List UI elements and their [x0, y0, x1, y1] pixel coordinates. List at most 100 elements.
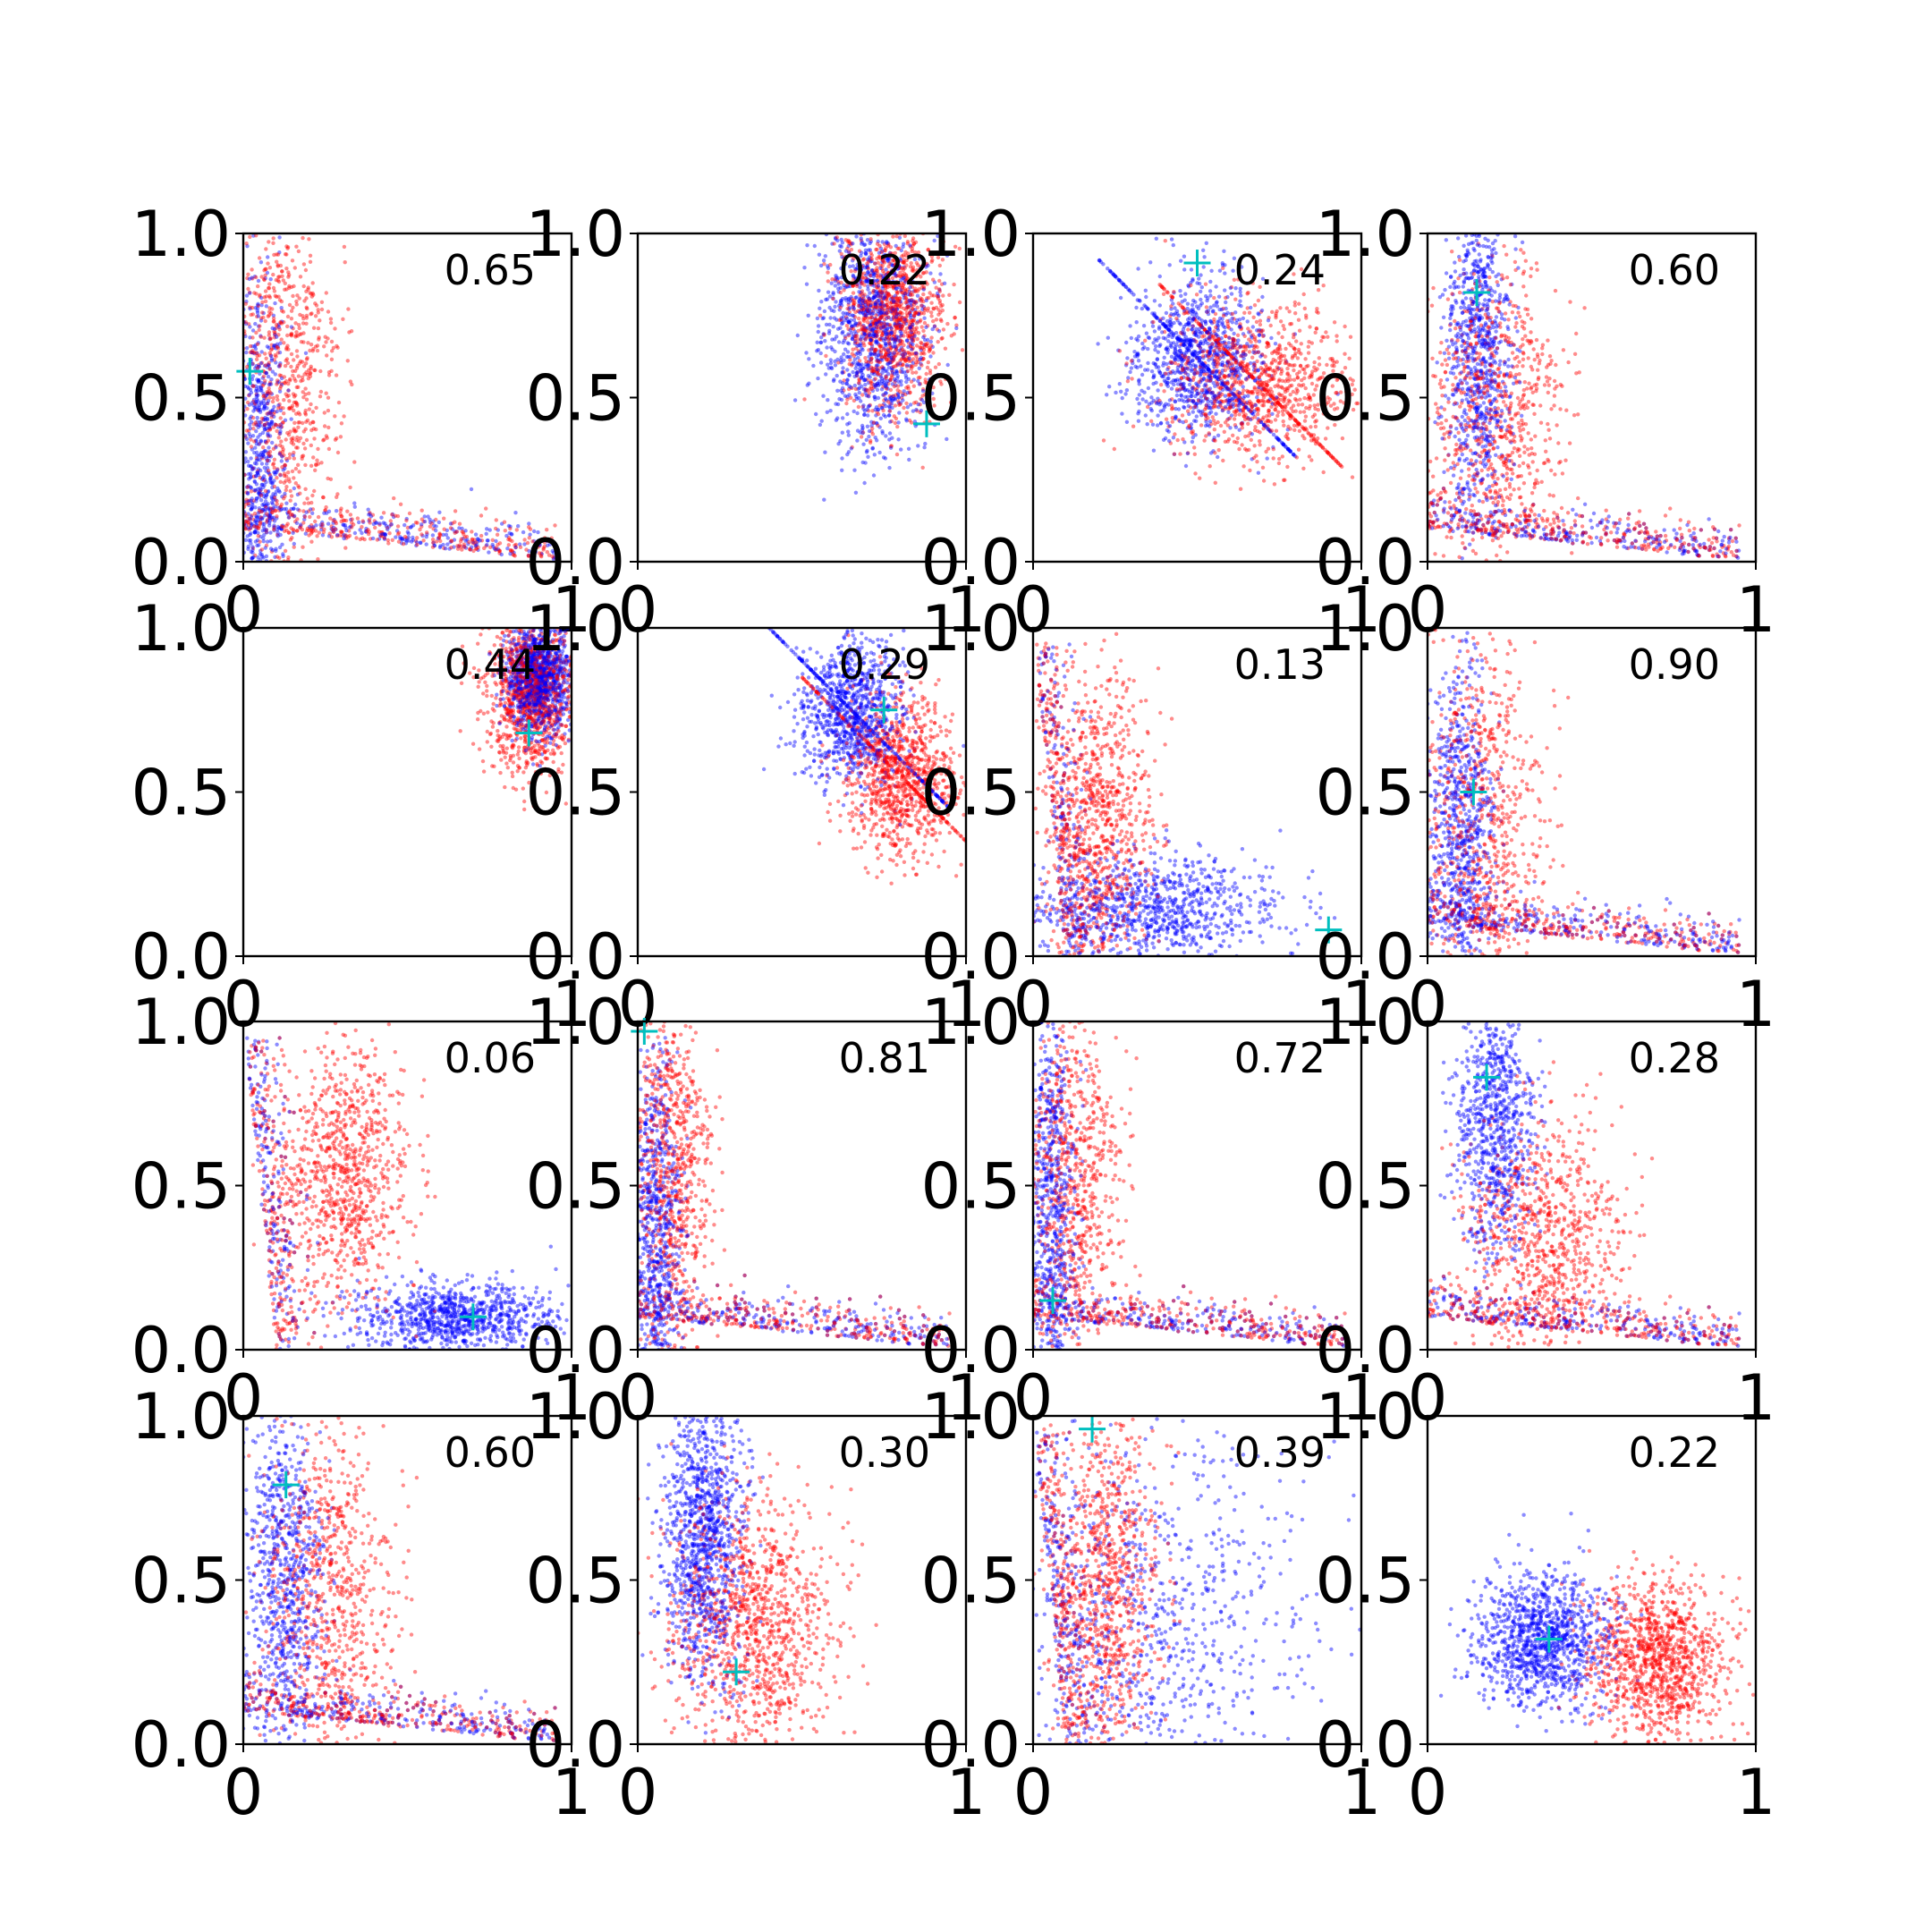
- point-series-a: [863, 250, 868, 256]
- point-series-b: [875, 359, 879, 363]
- point-series-b: [850, 280, 854, 284]
- point-series-a: [256, 399, 260, 403]
- point-series-a: [253, 346, 258, 352]
- point-series-b: [1249, 437, 1254, 442]
- point-series-b: [284, 523, 289, 528]
- point-series-a: [476, 537, 480, 542]
- point-series-a: [845, 311, 850, 316]
- point-series-b: [897, 342, 902, 346]
- point-series-a: [857, 299, 861, 303]
- point-series-b: [889, 326, 894, 331]
- point-series-b: [282, 525, 286, 530]
- point-series-b: [468, 547, 472, 552]
- point-series-b: [878, 263, 883, 268]
- point-series-b: [302, 372, 307, 377]
- point-series-b: [272, 252, 276, 258]
- point-series-b: [887, 332, 892, 336]
- point-series-b: [323, 508, 327, 513]
- point-series-b: [876, 275, 880, 280]
- point-series-a: [869, 302, 873, 307]
- point-series-a: [251, 409, 256, 413]
- point-series-a: [280, 495, 284, 499]
- point-series-b: [405, 525, 411, 530]
- point-series-b: [905, 300, 910, 304]
- point-series-a: [937, 288, 942, 292]
- point-series-a: [847, 384, 852, 388]
- point-series-a: [871, 332, 877, 336]
- point-series-a: [1164, 310, 1169, 316]
- point-series-a: [841, 315, 846, 319]
- point-series-a: [277, 545, 283, 550]
- point-series-a: [836, 442, 841, 446]
- point-series-a: [271, 345, 276, 350]
- point-series-a: [284, 501, 289, 505]
- point-series-a: [279, 422, 284, 427]
- point-series-a: [817, 252, 822, 257]
- point-series-b: [923, 342, 928, 347]
- point-series-a: [835, 373, 839, 378]
- point-series-b: [289, 317, 294, 321]
- point-series-a: [273, 372, 277, 377]
- point-series-a: [530, 547, 535, 551]
- point-series-a: [907, 356, 911, 361]
- point-series-b: [460, 547, 464, 552]
- point-series-a: [271, 313, 276, 318]
- point-series-a: [263, 509, 267, 513]
- point-series-b: [878, 257, 884, 261]
- point-series-b: [294, 366, 300, 370]
- point-series-a: [383, 521, 387, 526]
- point-series-a: [874, 302, 878, 308]
- point-series-a: [331, 530, 335, 534]
- point-series-b: [497, 541, 503, 546]
- point-series-b: [281, 449, 285, 454]
- point-series-b: [879, 355, 885, 360]
- point-series-a: [500, 521, 504, 526]
- point-series-b: [870, 432, 876, 436]
- point-series-a: [248, 538, 253, 543]
- point-series-b: [273, 496, 277, 500]
- point-series-b: [301, 420, 305, 426]
- point-series-b: [333, 326, 337, 331]
- point-series-a: [860, 301, 865, 306]
- point-series-b: [860, 275, 865, 280]
- point-series-a: [866, 454, 870, 459]
- point-series-a: [846, 297, 851, 301]
- point-series-b: [288, 488, 292, 494]
- point-series-a: [276, 425, 281, 429]
- point-series-b: [888, 245, 894, 250]
- point-series-b: [861, 341, 866, 345]
- point-series-a: [823, 450, 827, 454]
- point-series-b: [326, 476, 330, 481]
- point-series-a: [277, 452, 282, 456]
- point-series-a: [383, 532, 387, 537]
- point-series-b: [316, 310, 320, 315]
- point-series-a: [270, 440, 275, 445]
- point-series-a: [247, 477, 251, 481]
- point-series-a: [907, 298, 911, 303]
- point-series-a: [280, 454, 284, 459]
- point-series-a: [913, 351, 918, 356]
- point-series-b: [339, 519, 343, 524]
- point-series-b: [1210, 415, 1216, 419]
- point-series-a: [869, 319, 874, 324]
- point-series-a: [830, 337, 835, 342]
- point-series-b: [259, 547, 265, 552]
- point-series-b: [903, 250, 908, 255]
- point-series-a: [908, 301, 913, 305]
- point-series-a: [875, 382, 880, 386]
- point-series-b: [889, 419, 894, 424]
- point-series-a: [256, 487, 260, 491]
- point-series-b: [859, 435, 864, 439]
- point-series-a: [873, 350, 877, 354]
- point-series-b: [919, 299, 924, 303]
- point-series-b: [280, 465, 284, 470]
- point-series-a: [272, 525, 276, 530]
- point-series-a: [847, 372, 852, 377]
- point-series-a: [905, 390, 910, 395]
- point-series-b: [870, 369, 875, 374]
- point-series-b: [331, 345, 336, 351]
- point-series-a: [251, 397, 257, 402]
- point-series-b: [250, 312, 255, 317]
- point-series-a: [394, 529, 400, 533]
- point-series-a: [894, 280, 899, 284]
